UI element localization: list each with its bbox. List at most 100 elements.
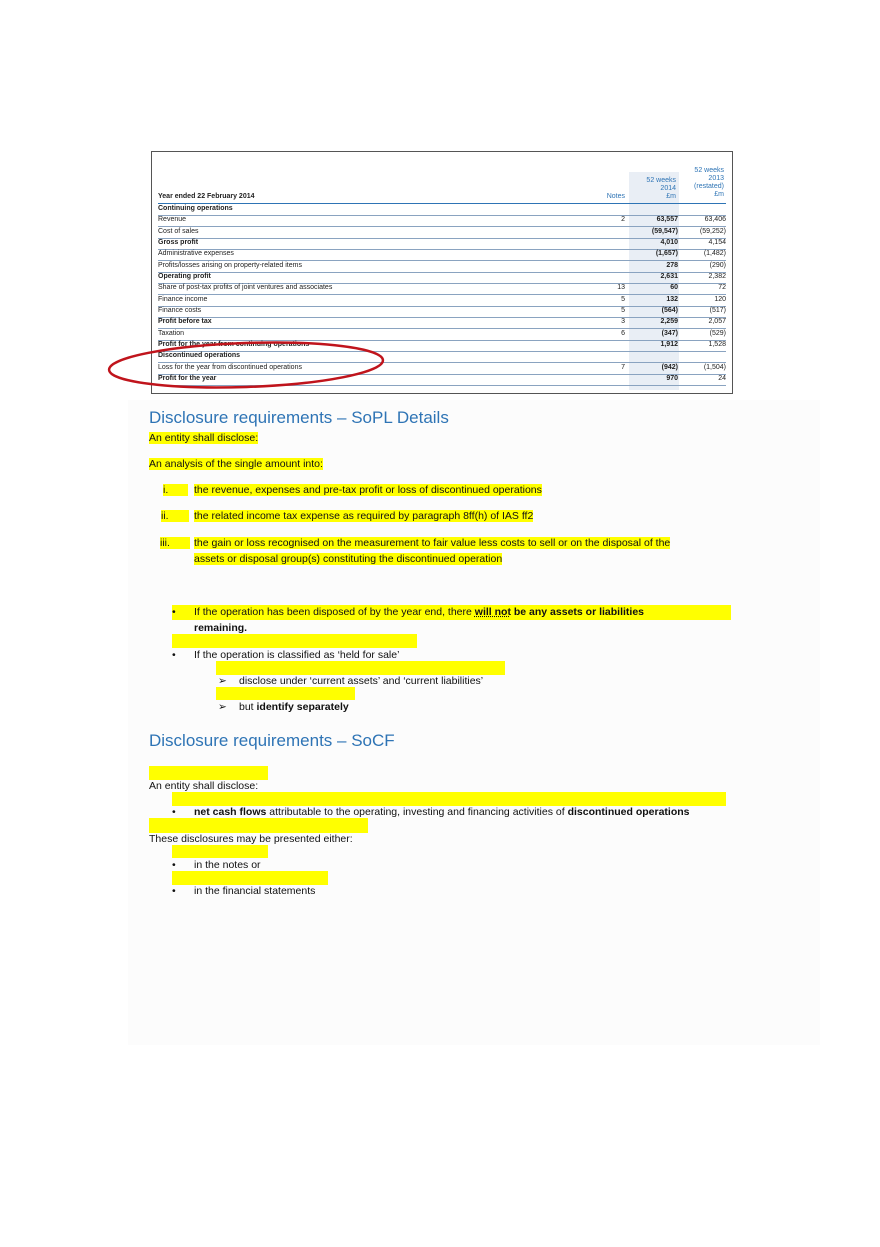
table-row: Gross profit 4,010 4,154 bbox=[158, 238, 726, 250]
year-label: Year ended 22 February 2014 bbox=[158, 193, 255, 200]
table-row: Continuing operations bbox=[158, 204, 726, 216]
table-row: Cost of sales (59,547) (59,252) bbox=[158, 227, 726, 239]
list-item-text-continued: assets or disposal group(s) constituting… bbox=[194, 553, 503, 565]
row-value-2014: (1,657) bbox=[655, 250, 678, 258]
row-note: 6 bbox=[621, 329, 625, 337]
table-row: Revenue 2 63,557 63,406 bbox=[158, 215, 726, 228]
list-number: i. bbox=[163, 484, 189, 496]
list-number: iii. bbox=[160, 537, 190, 549]
header-2014-line: 2014 bbox=[660, 185, 676, 192]
header-2014: 52 weeks 2014 £m bbox=[646, 177, 676, 201]
bullet-text: If the operation has been disposed of by… bbox=[194, 606, 475, 618]
socf-either: These disclosures may be presented eithe… bbox=[149, 833, 353, 845]
sub-bullet-plain: but bbox=[239, 701, 257, 713]
row-value-2013: (1,504) bbox=[703, 363, 726, 371]
row-value-2014: 2,259 bbox=[660, 318, 678, 326]
highlight-bar bbox=[216, 661, 505, 675]
bullet-icon: • bbox=[172, 806, 176, 818]
row-label: Gross profit bbox=[158, 238, 199, 246]
table-row: Share of post-tax profits of joint ventu… bbox=[158, 283, 726, 296]
header-2013: 52 weeks 2013 (restated) £m bbox=[694, 167, 724, 199]
row-value-2013: 2,057 bbox=[708, 318, 726, 326]
row-value-2014: 970 bbox=[666, 374, 678, 382]
list-item-text: the gain or loss recognised on the measu… bbox=[194, 537, 671, 549]
row-value-2013: 24 bbox=[718, 374, 726, 382]
row-note: 5 bbox=[621, 295, 625, 303]
bullet-continued: remaining. bbox=[194, 622, 248, 634]
sub-bullet-text: but identify separately bbox=[239, 700, 349, 714]
row-label: Profit for the year bbox=[158, 374, 217, 382]
header-2013-line: £m bbox=[714, 191, 724, 198]
row-note: 3 bbox=[621, 318, 625, 326]
highlight-bar bbox=[172, 634, 417, 648]
table-row: Loss for the year from discontinued oper… bbox=[158, 363, 726, 375]
row-value-2013: 120 bbox=[714, 295, 726, 303]
list-item-text: the revenue, expenses and pre-tax profit… bbox=[194, 484, 542, 496]
sub-bullet-text: disclose under ‘current assets’ and ‘cur… bbox=[239, 675, 484, 687]
row-label: Profits/losses arising on property-relat… bbox=[158, 261, 302, 269]
bullet-icon: • bbox=[172, 859, 176, 871]
bullet-emphasis: be any assets or liabilities bbox=[510, 606, 645, 618]
bullet-icon: • bbox=[172, 649, 176, 661]
arrow-bullet-icon: ➢ bbox=[218, 675, 227, 687]
red-circle-annotation bbox=[107, 341, 385, 389]
socf-intro: An entity shall disclose: bbox=[149, 780, 259, 792]
list-number: ii. bbox=[161, 510, 189, 522]
header-2014-line: 52 weeks bbox=[646, 177, 676, 184]
row-value-2013: (517) bbox=[709, 306, 726, 314]
bullet-emphasis: will not bbox=[474, 606, 511, 618]
header-2013-line: 52 weeks bbox=[694, 167, 724, 174]
row-value-2013: 1,528 bbox=[708, 340, 726, 348]
highlight-bar bbox=[172, 605, 731, 620]
row-note: 2 bbox=[621, 216, 625, 224]
row-label: Taxation bbox=[158, 329, 185, 337]
row-value-2014: 2,631 bbox=[660, 272, 678, 280]
bullet-text: attributable to the operating, investing… bbox=[266, 806, 568, 818]
table-header-row: Year ended 22 February 2014 Notes bbox=[158, 192, 726, 204]
row-value-2014: 60 bbox=[670, 284, 678, 292]
row-label: Administrative expenses bbox=[158, 250, 234, 258]
row-value-2013: 2,382 bbox=[708, 272, 726, 280]
bullet-held-for-sale: If the operation is classified as ‘held … bbox=[194, 649, 400, 661]
row-note: 13 bbox=[617, 284, 625, 292]
table-row: Operating profit 2,631 2,382 bbox=[158, 272, 726, 284]
row-label: Finance costs bbox=[158, 306, 202, 314]
row-value-2013: (59,252) bbox=[699, 227, 726, 235]
highlight-bar bbox=[149, 818, 368, 833]
row-label: Loss for the year from discontinued oper… bbox=[158, 363, 302, 371]
sopl-heading: Disclosure requirements – SoPL Details bbox=[149, 408, 449, 427]
row-label: Discontinued operations bbox=[158, 352, 241, 360]
table-row: Discontinued operations bbox=[158, 351, 726, 364]
highlight-bar bbox=[216, 687, 355, 700]
table-row: Profit for the year 970 24 bbox=[158, 374, 726, 386]
table-row: Profits/losses arising on property-relat… bbox=[158, 261, 726, 273]
page-background bbox=[128, 400, 820, 1045]
highlight-bar bbox=[172, 871, 328, 885]
row-value-2013: (1,482) bbox=[703, 250, 726, 258]
bullet-icon: • bbox=[172, 885, 176, 897]
row-label: Profit before tax bbox=[158, 318, 212, 326]
row-value-2014: 4,010 bbox=[660, 238, 678, 246]
row-value-2013: (290) bbox=[709, 261, 726, 269]
list-item-text: the related income tax expense as requir… bbox=[194, 510, 534, 522]
row-label: Continuing operations bbox=[158, 205, 233, 212]
row-value-2013: 72 bbox=[718, 284, 726, 292]
row-value-2014: (942) bbox=[661, 363, 678, 371]
row-label: Revenue bbox=[158, 216, 187, 224]
sub-bullet-bold: identify separately bbox=[256, 701, 349, 713]
row-value-2013: 63,406 bbox=[704, 216, 726, 224]
arrow-bullet-icon: ➢ bbox=[218, 701, 227, 713]
sopl-analysis: An analysis of the single amount into: bbox=[149, 458, 323, 470]
column-2014-shading bbox=[629, 172, 679, 390]
bullet-bold: net cash flows bbox=[194, 806, 267, 818]
header-2013-line: 2013 bbox=[708, 175, 724, 182]
table-row: Finance income 5 132 120 bbox=[158, 295, 726, 307]
table-row: Administrative expenses (1,657) (1,482) bbox=[158, 249, 726, 262]
bullet-bold: discontinued operations bbox=[567, 806, 690, 818]
row-value-2014: 1,912 bbox=[660, 340, 678, 348]
row-label: Finance income bbox=[158, 295, 208, 303]
bullet-icon: • bbox=[172, 606, 176, 618]
row-value-2014: 132 bbox=[666, 295, 678, 303]
row-label: Share of post-tax profits of joint ventu… bbox=[158, 284, 333, 292]
row-note: 5 bbox=[621, 306, 625, 314]
